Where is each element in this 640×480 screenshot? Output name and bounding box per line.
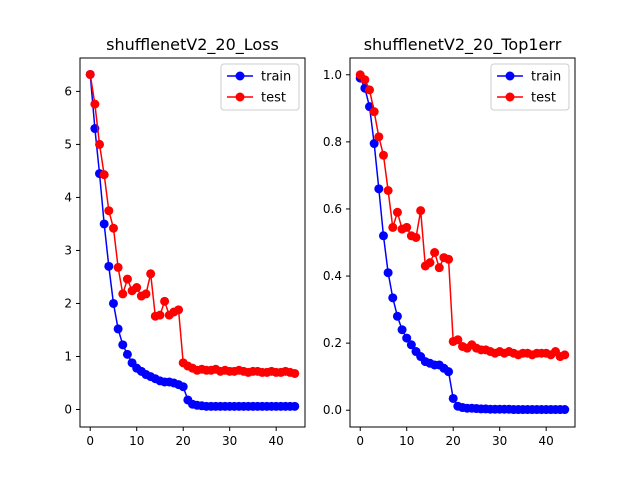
data-point-test xyxy=(290,368,300,378)
y-tick-label: 3 xyxy=(64,243,72,257)
data-point-train xyxy=(388,293,398,303)
data-point-test xyxy=(99,170,109,180)
data-point-train xyxy=(560,405,570,415)
data-point-test xyxy=(430,248,440,258)
y-tick-label: 1 xyxy=(64,349,72,363)
y-tick-label: 0.0 xyxy=(323,403,342,417)
data-point-test xyxy=(378,150,388,160)
x-tick-label: 30 xyxy=(492,434,507,448)
legend-label-train: train xyxy=(531,70,561,85)
data-point-test xyxy=(434,263,444,273)
y-tick-label: 0.4 xyxy=(323,269,342,283)
data-point-test xyxy=(416,206,426,216)
data-point-test xyxy=(402,222,412,232)
data-point-test xyxy=(388,222,398,232)
axes-frame xyxy=(79,57,306,428)
y-tick-label: 4 xyxy=(64,190,72,204)
y-tick-label: 0.8 xyxy=(323,135,342,149)
data-point-train xyxy=(290,401,300,411)
data-point-test xyxy=(132,283,142,293)
x-tick-label: 40 xyxy=(539,434,554,448)
data-point-train xyxy=(108,298,118,308)
legend-marker-test xyxy=(235,92,245,102)
data-point-train xyxy=(444,367,454,377)
data-point-test xyxy=(104,206,114,216)
y-tick-label: 6 xyxy=(64,84,72,98)
y-tick-label: 2 xyxy=(64,296,72,310)
data-point-test xyxy=(113,262,123,272)
data-point-test xyxy=(155,310,165,320)
data-point-train xyxy=(369,139,379,149)
data-point-test xyxy=(141,289,151,299)
data-point-train xyxy=(406,340,416,350)
x-tick-label: 20 xyxy=(176,434,191,448)
x-tick-label: 10 xyxy=(399,434,414,448)
subplots: shufflenetV2_20_Loss 0 10 20 30 40 0 1 2 3 4 5 6 trai… xyxy=(64,35,576,448)
chart-title: shufflenetV2_20_Loss xyxy=(106,35,279,55)
data-point-test xyxy=(95,139,105,149)
data-point-test xyxy=(108,223,118,233)
data-point-train xyxy=(99,219,109,229)
legend-label-train: train xyxy=(261,70,291,85)
data-point-test xyxy=(118,289,128,299)
data-point-test xyxy=(365,85,375,95)
data-point-train xyxy=(178,382,188,392)
x-tick-label: 40 xyxy=(269,434,284,448)
data-point-train xyxy=(448,393,458,403)
data-point-test xyxy=(160,296,170,306)
data-point-test xyxy=(560,350,570,360)
data-point-train xyxy=(122,349,132,359)
data-point-test xyxy=(174,305,184,315)
data-point-train xyxy=(374,184,384,194)
y-tick-label: 0 xyxy=(64,403,72,417)
y-tick-label: 0.6 xyxy=(323,202,342,216)
subplot-2: shufflenetV2_20_Top1err 0 10 20 30 40 0.0 0.2 0.… xyxy=(323,35,576,448)
legend-label-test: test xyxy=(261,91,286,106)
data-point-test xyxy=(122,274,132,284)
data-point-train xyxy=(104,261,114,271)
data-point-test xyxy=(444,254,454,264)
axes-frame xyxy=(349,57,576,428)
data-point-test xyxy=(453,335,463,345)
data-point-test xyxy=(425,258,435,268)
data-point-train xyxy=(378,231,388,241)
data-point-train xyxy=(113,324,123,334)
x-tick-label: 10 xyxy=(129,434,144,448)
x-tick-label: 30 xyxy=(222,434,237,448)
legend-label-test: test xyxy=(531,91,556,106)
subplot-1: shufflenetV2_20_Loss 0 10 20 30 40 0 1 2 3 4 5 6 trai… xyxy=(64,35,306,448)
y-tick-label: 5 xyxy=(64,137,72,151)
legend-marker-train xyxy=(235,71,245,81)
data-point-test xyxy=(90,99,100,109)
legend: train test xyxy=(220,63,300,111)
data-point-test xyxy=(146,269,156,279)
data-point-test xyxy=(411,232,421,242)
data-point-train xyxy=(397,325,407,335)
legend-marker-train xyxy=(505,71,515,81)
chart-title: shufflenetV2_20_Top1err xyxy=(364,35,562,55)
legend: train test xyxy=(490,63,570,111)
data-point-train xyxy=(118,340,128,350)
legend-marker-test xyxy=(505,92,515,102)
x-tick-label: 0 xyxy=(86,434,94,448)
data-point-train xyxy=(402,333,412,343)
data-point-test xyxy=(369,107,379,117)
data-point-test xyxy=(85,69,95,79)
x-tick-label: 20 xyxy=(446,434,461,448)
data-point-test xyxy=(360,75,370,85)
data-point-test xyxy=(383,186,393,195)
y-tick-label: 1.0 xyxy=(323,68,342,82)
x-tick-label: 0 xyxy=(356,434,364,448)
y-tick-label: 0.2 xyxy=(323,336,342,350)
data-point-test xyxy=(374,132,384,142)
data-point-test xyxy=(392,207,402,217)
data-point-train xyxy=(392,311,402,321)
data-point-train xyxy=(383,268,393,278)
